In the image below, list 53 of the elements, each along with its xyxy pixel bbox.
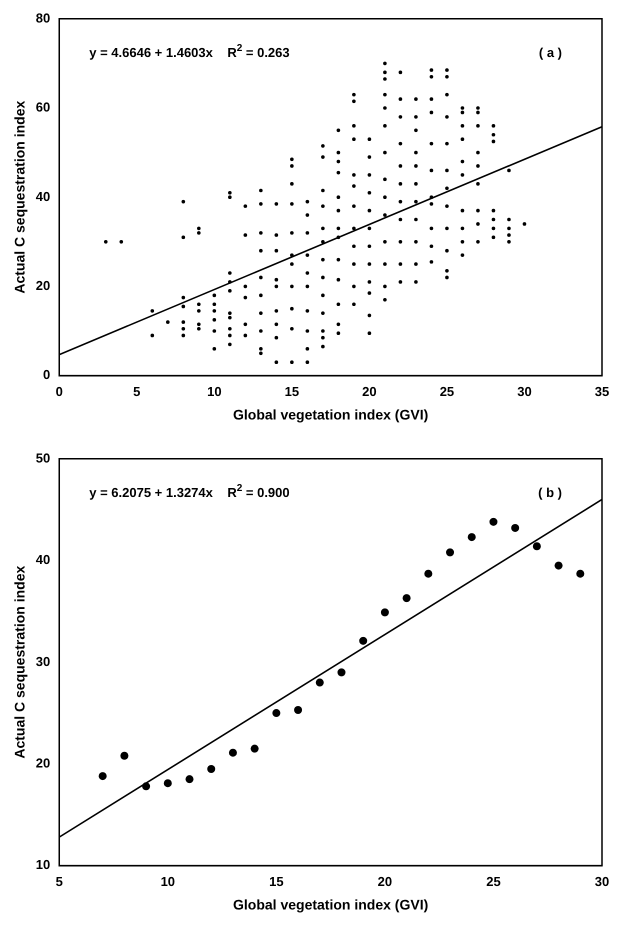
y-tick-label: 20 <box>36 278 50 293</box>
x-tick-label: 15 <box>284 384 300 399</box>
x-tick-label: 20 <box>362 384 377 399</box>
x-tick-label: 30 <box>594 874 610 889</box>
x-tick-label: 35 <box>594 384 610 399</box>
y-tick-label: 80 <box>36 10 50 26</box>
y-tick-label: 0 <box>43 367 50 382</box>
y-tick-label: 50 <box>36 450 50 466</box>
point <box>186 775 194 784</box>
y-axis-title: Actual C sequestration index <box>11 566 28 759</box>
point <box>337 668 346 676</box>
x-tick-label: 10 <box>207 384 222 399</box>
x-tick-label: 5 <box>56 874 63 889</box>
point <box>576 570 584 578</box>
y-tick-label: 20 <box>36 755 50 770</box>
x-tick-label: 0 <box>56 384 63 399</box>
point <box>98 772 107 780</box>
y-tick-label: 40 <box>36 552 50 568</box>
point <box>402 594 411 602</box>
point <box>532 542 541 550</box>
point <box>228 748 237 757</box>
point <box>207 764 216 773</box>
point <box>142 782 150 790</box>
x-tick-label: 25 <box>486 874 501 889</box>
point <box>446 548 454 556</box>
y-tick-label: 40 <box>36 188 50 204</box>
x-tick-label: 15 <box>269 874 284 889</box>
y-tick-label: 30 <box>36 654 50 669</box>
x-axis-title: Global vegetation index (GVI) <box>233 896 428 912</box>
y-axis-title: Actual C sequestration index <box>11 100 28 294</box>
point <box>250 744 259 753</box>
point <box>359 636 368 645</box>
annotation: ( b ) <box>538 484 562 500</box>
point <box>554 562 563 570</box>
point <box>424 570 432 578</box>
point <box>316 678 324 687</box>
x-tick-label: 25 <box>440 384 454 399</box>
y-tick-label: 60 <box>36 100 50 115</box>
x-tick-label: 30 <box>517 384 532 399</box>
point <box>272 709 280 718</box>
point <box>468 533 476 542</box>
x-tick-label: 5 <box>133 384 140 399</box>
point <box>164 779 172 788</box>
point <box>380 608 389 616</box>
point <box>489 518 498 526</box>
y-tick-label: 10 <box>36 857 50 872</box>
x-tick-label: 10 <box>160 874 176 889</box>
point <box>511 524 520 532</box>
x-axis-title: Global vegetation index (GVI) <box>233 406 428 422</box>
point <box>294 706 302 714</box>
point <box>120 752 128 760</box>
x-tick-label: 20 <box>378 874 392 889</box>
annotation: ( a ) <box>538 44 562 60</box>
